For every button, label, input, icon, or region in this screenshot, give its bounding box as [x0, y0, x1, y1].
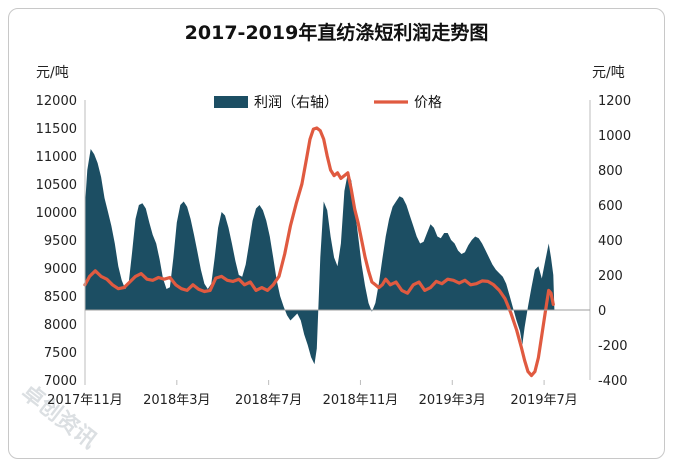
left-tick-label: 8000: [44, 318, 77, 333]
x-tick-label: 2018年3月: [143, 393, 210, 408]
right-tick-label: 1000: [598, 129, 631, 144]
right-tick-label: 600: [598, 199, 623, 214]
chart-frame: [8, 8, 665, 459]
legend-label-profit: 利润（右轴）: [254, 95, 338, 111]
left-tick-label: 10000: [36, 206, 77, 221]
chart-title: 2017-2019年直纺涤短利润走势图: [184, 22, 489, 44]
x-tick-label: 2018年7月: [235, 393, 302, 408]
axes: 1200011500110001050010000950090008500800…: [36, 94, 631, 408]
left-tick-label: 9500: [44, 234, 77, 249]
left-tick-label: 11000: [36, 150, 77, 165]
right-tick-label: -200: [598, 339, 628, 354]
left-tick-label: 12000: [36, 94, 77, 109]
x-tick-label: 2019年7月: [510, 393, 577, 408]
right-tick-label: 400: [598, 234, 623, 249]
left-axis-unit: 元/吨: [36, 65, 69, 81]
legend: 利润（右轴） 价格: [214, 95, 442, 111]
left-tick-label: 9000: [44, 262, 77, 277]
price-line-series: [83, 126, 555, 378]
left-tick-label: 11500: [36, 122, 77, 137]
left-tick-label: 10500: [36, 178, 77, 193]
right-tick-label: -400: [598, 374, 628, 389]
left-tick-label: 8500: [44, 290, 77, 305]
left-tick-label: 7500: [44, 346, 77, 361]
x-tick-label: 2018年11月: [323, 393, 399, 408]
watermark: 卓创资讯: [16, 380, 101, 454]
watermark-text: 卓创资讯: [16, 380, 101, 454]
right-tick-label: 200: [598, 269, 623, 284]
left-tick-label: 7000: [44, 374, 77, 389]
right-axis-unit: 元/吨: [592, 65, 625, 81]
x-tick-label: 2017年11月: [47, 393, 123, 408]
right-tick-label: 1200: [598, 94, 631, 109]
legend-label-price: 价格: [414, 95, 442, 111]
profit-area-series: [85, 149, 555, 365]
legend-swatch-profit: [214, 96, 248, 108]
price-line: [83, 126, 555, 378]
right-tick-label: 800: [598, 164, 623, 179]
x-tick-label: 2019年3月: [419, 393, 486, 408]
right-tick-label: 0: [598, 304, 606, 319]
profit-area: [85, 149, 555, 365]
